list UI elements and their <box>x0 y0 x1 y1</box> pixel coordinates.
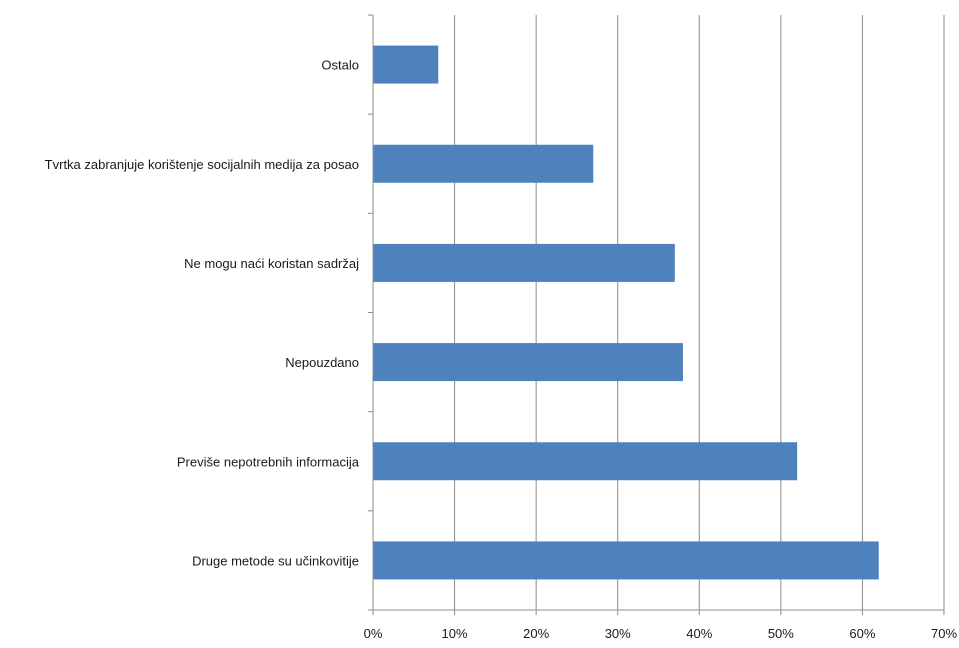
bar <box>373 45 439 84</box>
axes <box>368 14 945 615</box>
category-label: Druge metode su učinkovitije <box>192 553 359 568</box>
labels: 0% 10% 20% 30% 40% 50% 60% 70% Ostalo Tvrtka zabr… <box>45 58 958 641</box>
x-tick-label: 70% <box>931 626 957 641</box>
x-tick-label: 10% <box>442 626 468 641</box>
x-tick-label: 60% <box>849 626 875 641</box>
gridlines <box>454 15 945 610</box>
bars <box>373 45 879 580</box>
x-tick-label: 30% <box>605 626 631 641</box>
bar <box>373 144 594 183</box>
bar <box>373 541 879 580</box>
x-tick-label: 40% <box>686 626 712 641</box>
bar <box>373 442 798 481</box>
x-tick-label: 50% <box>768 626 794 641</box>
category-label: Previše nepotrebnih informacija <box>177 454 360 469</box>
x-tick-label: 20% <box>523 626 549 641</box>
x-tick-label: 0% <box>364 626 383 641</box>
category-label: Ostalo <box>321 58 359 73</box>
bar <box>373 343 683 382</box>
bar <box>373 243 675 282</box>
category-label: Tvrtka zabranjuje korištenje socijalnih … <box>45 157 359 172</box>
category-label: Nepouzdano <box>285 355 359 370</box>
category-label: Ne mogu naći koristan sadržaj <box>184 256 359 271</box>
